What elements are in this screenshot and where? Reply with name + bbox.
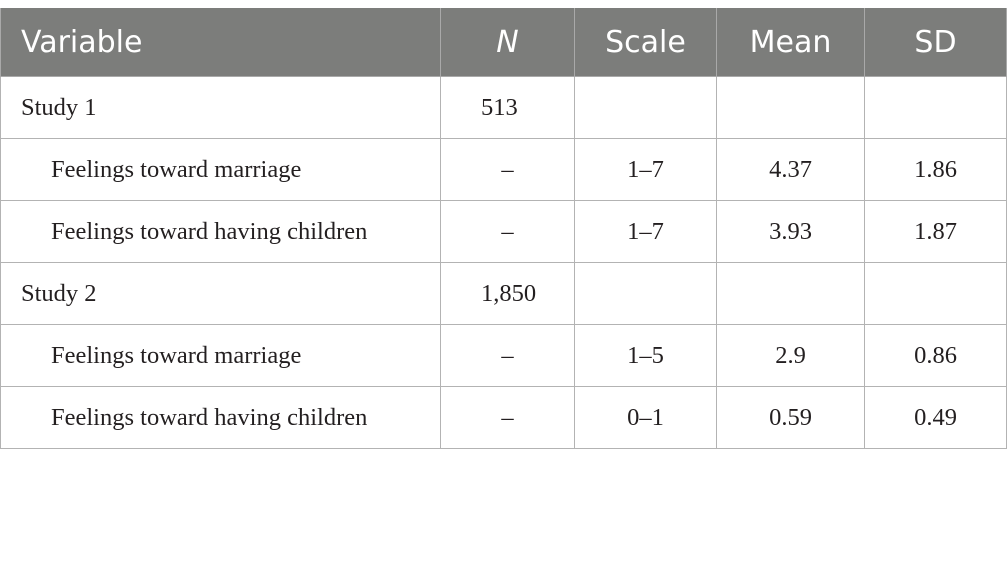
cell-variable: Study 1 bbox=[0, 76, 441, 139]
cell-sd: 1.86 bbox=[864, 138, 1007, 201]
descriptive-statistics-table: Variable N Scale Mean SD Study 1 513 Fee… bbox=[0, 8, 1007, 449]
cell-variable: Feelings toward having children bbox=[0, 200, 441, 263]
cell-scale: 0–1 bbox=[574, 386, 717, 449]
table-row: Study 2 1,850 bbox=[0, 262, 1007, 325]
cell-mean: 0.59 bbox=[716, 386, 865, 449]
table-row: Study 1 513 bbox=[0, 76, 1007, 139]
cell-sd: 0.86 bbox=[864, 324, 1007, 387]
table-row: Feelings toward marriage – 1–5 2.9 0.86 bbox=[0, 324, 1007, 387]
cell-sd: 1.87 bbox=[864, 200, 1007, 263]
header-sd: SD bbox=[864, 8, 1007, 77]
cell-variable: Feelings toward having children bbox=[0, 386, 441, 449]
cell-mean bbox=[716, 76, 865, 139]
cell-scale bbox=[574, 262, 717, 325]
cell-scale bbox=[574, 76, 717, 139]
cell-n: – bbox=[440, 200, 575, 263]
cell-scale: 1–5 bbox=[574, 324, 717, 387]
cell-mean bbox=[716, 262, 865, 325]
header-variable: Variable bbox=[0, 8, 441, 77]
cell-mean: 4.37 bbox=[716, 138, 865, 201]
table-row: Feelings toward having children – 0–1 0.… bbox=[0, 386, 1007, 449]
cell-variable: Feelings toward marriage bbox=[0, 138, 441, 201]
cell-n: – bbox=[440, 138, 575, 201]
cell-n: 1,850 bbox=[440, 262, 575, 325]
table-row: Feelings toward marriage – 1–7 4.37 1.86 bbox=[0, 138, 1007, 201]
header-n: N bbox=[440, 8, 575, 77]
cell-n: 513 bbox=[440, 76, 575, 139]
cell-n: – bbox=[440, 386, 575, 449]
cell-sd bbox=[864, 262, 1007, 325]
table-row: Feelings toward having children – 1–7 3.… bbox=[0, 200, 1007, 263]
cell-n: – bbox=[440, 324, 575, 387]
cell-sd bbox=[864, 76, 1007, 139]
cell-variable: Study 2 bbox=[0, 262, 441, 325]
cell-scale: 1–7 bbox=[574, 200, 717, 263]
cell-mean: 2.9 bbox=[716, 324, 865, 387]
cell-scale: 1–7 bbox=[574, 138, 717, 201]
cell-variable: Feelings toward marriage bbox=[0, 324, 441, 387]
cell-mean: 3.93 bbox=[716, 200, 865, 263]
header-row: Variable N Scale Mean SD bbox=[0, 8, 1007, 77]
header-mean: Mean bbox=[716, 8, 865, 77]
header-scale: Scale bbox=[574, 8, 717, 77]
cell-sd: 0.49 bbox=[864, 386, 1007, 449]
